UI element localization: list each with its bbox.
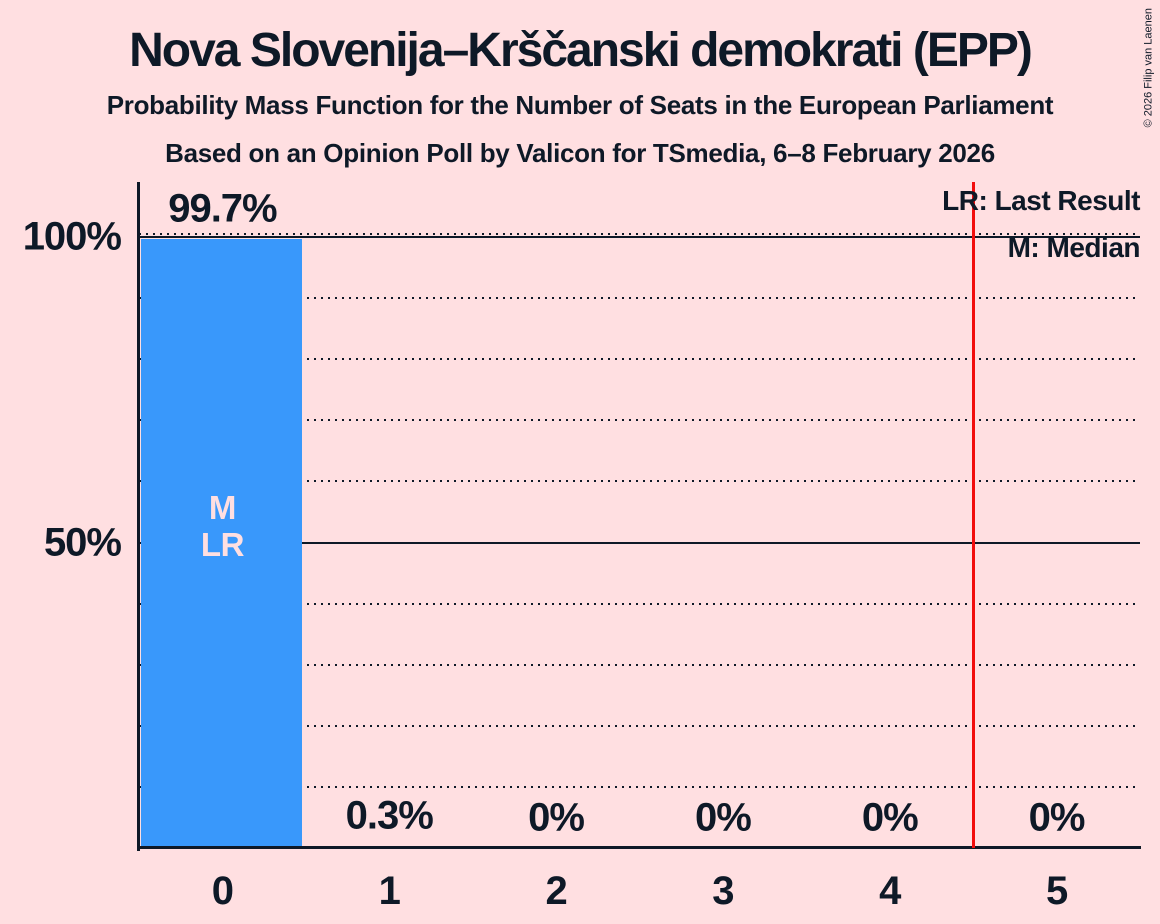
chart-subtitle: Probability Mass Function for the Number… [106,90,1054,120]
x-axis-label-3: 3 [712,869,734,913]
value-label-4: 0% [861,795,919,840]
gridline-20 [139,724,1140,727]
gridline-70 [139,419,1140,422]
y-axis-label-50: 50% [43,520,122,564]
gridline-60 [139,480,1140,483]
chart-poll-details: Based on an Opinion Poll by Valicon for … [165,138,995,168]
value-label-3: 0% [695,795,752,840]
legend-last-result: LR: Last Result [942,185,1140,216]
y-axis-label-100: 100% [22,214,122,259]
value-label-5: 0% [1028,795,1086,840]
gridline-50 [139,541,1140,544]
value-label-2: 0% [528,795,585,840]
x-axis-label-0: 0 [211,869,234,913]
value-label-1: 0.3% [345,793,434,838]
x-axis-label-2: 2 [545,869,567,913]
plot-area: M LR 99.7% 0.3% 0% 0% 0% 0% [137,182,1141,851]
median-letter: M [208,489,236,526]
gridline-90 [139,297,1140,300]
chart-title: Nova Slovenija–Krščanski demokrati (EPP) [129,24,1033,77]
bar-median-last-result-label: M LR [139,489,306,563]
x-axis-label-4: 4 [879,869,901,913]
x-axis-label-5: 5 [1045,869,1068,913]
copyright-text: © 2026 Filip van Laenen [1142,8,1154,128]
value-label-0: 99.7% [168,186,277,231]
gridline-10 [139,785,1140,788]
legend-median: M: Median [1007,232,1141,263]
gridline-40 [139,602,1140,605]
bar-seat-0 [141,238,302,848]
gridline-30 [139,663,1140,666]
red-marker-line [971,182,975,848]
x-axis-label-1: 1 [378,869,401,913]
gridline-80 [139,358,1140,361]
last-result-letters: LR [200,526,244,563]
gridline-100-dotted [139,233,1140,235]
y-axis-line [137,182,140,851]
x-axis-line [137,846,1141,849]
gridline-100 [139,236,1140,238]
